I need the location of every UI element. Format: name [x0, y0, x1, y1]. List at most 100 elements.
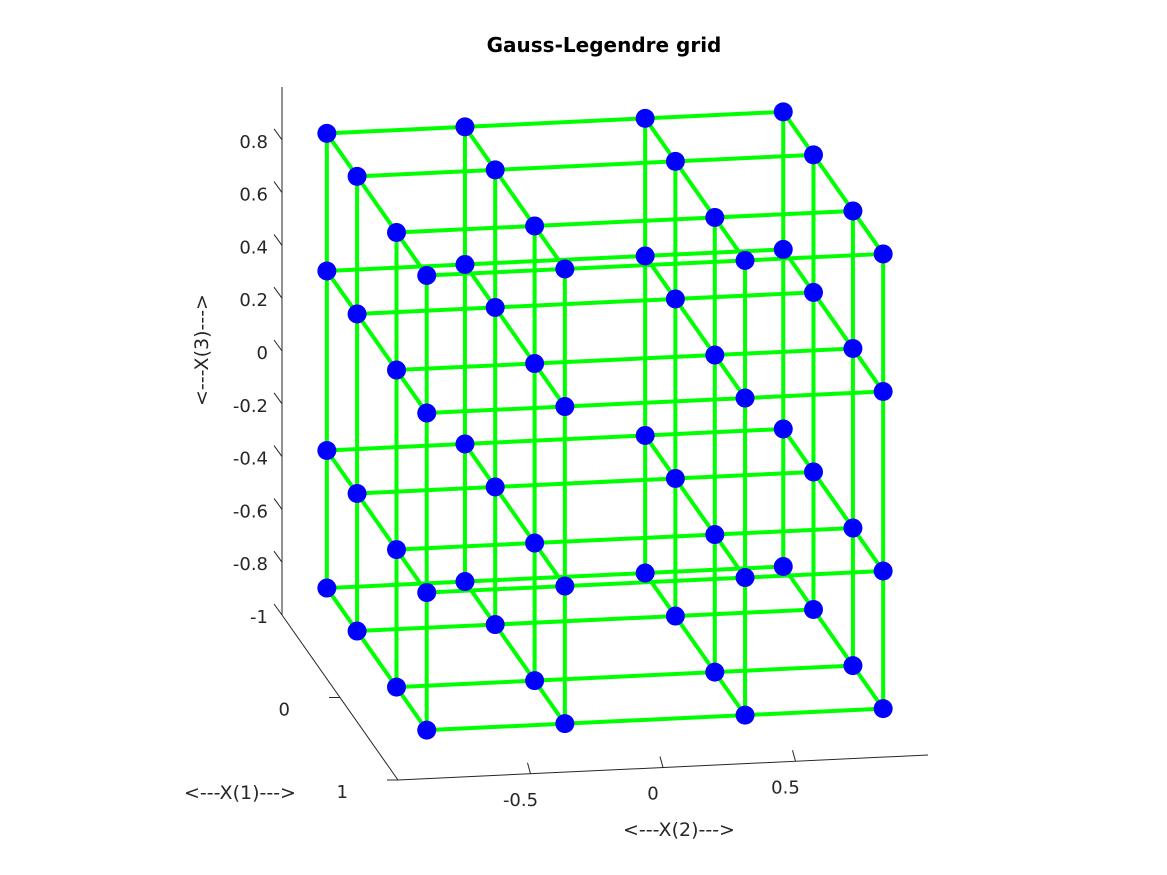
grid-line-x2	[355, 469, 816, 496]
z-tick-label: -1	[250, 607, 268, 628]
grid-node	[635, 246, 655, 266]
grid-node	[705, 207, 725, 227]
grid-node	[843, 201, 863, 221]
grid-node	[735, 250, 755, 270]
grid-node	[665, 151, 685, 171]
z-tick-mark	[273, 550, 283, 563]
y-tick-label: -0.5	[503, 790, 538, 811]
grid-line-x1	[781, 247, 886, 394]
x-axis-tick-labels: 01	[279, 700, 348, 804]
grid-node	[455, 434, 475, 454]
grid-node	[705, 525, 725, 545]
grid-line-x2	[394, 663, 855, 690]
grid-line-x1	[324, 131, 429, 278]
grid-line-x1	[324, 268, 429, 416]
z-tick-label: 0.8	[239, 132, 268, 153]
grid-line-x2	[394, 208, 855, 235]
z-tick-mark	[273, 128, 283, 141]
grid-line-x1	[781, 426, 886, 574]
grid-line-x2	[394, 526, 855, 552]
y-axis-ticks	[527, 750, 796, 774]
grid-node	[525, 533, 545, 553]
z-tick-label: 0	[257, 343, 268, 364]
z-axis-ticks	[273, 128, 283, 616]
grid-node	[735, 568, 755, 588]
grid-node	[455, 572, 475, 592]
grid-line-x1	[324, 448, 429, 595]
grid-node	[773, 102, 793, 122]
grid-node	[843, 656, 863, 676]
z-tick-label: -0.4	[233, 449, 268, 470]
y-tick-label: 0	[647, 784, 658, 805]
grid-line-x2	[394, 346, 855, 373]
grid-node	[705, 662, 725, 682]
grid-line-x1	[462, 124, 567, 271]
grid-node	[525, 216, 545, 236]
grid-node	[665, 468, 685, 488]
y-axis-label: <---X(2)--->	[623, 819, 735, 841]
grid-line-x2	[324, 426, 786, 453]
grid-node	[347, 166, 367, 186]
grid-node	[317, 123, 337, 143]
grid-node	[843, 339, 863, 359]
y-tick-mark	[527, 762, 531, 774]
x-tick-label: 1	[337, 782, 348, 803]
grid-line-x2	[424, 389, 886, 416]
grid-line-x2	[355, 290, 816, 316]
grid-node	[635, 425, 655, 445]
z-tick-label: 0.4	[239, 237, 268, 258]
x-axis-ticks	[329, 697, 398, 781]
z-tick-label: -0.8	[233, 554, 268, 575]
grid-node	[485, 297, 505, 317]
x-axis-label: <---X(1)--->	[184, 782, 296, 804]
grid-node	[555, 259, 575, 279]
z-tick-mark	[273, 181, 283, 193]
grid-line-x1	[643, 433, 748, 580]
grid-node	[387, 222, 407, 242]
grid-line-x1	[643, 116, 748, 263]
grid-node	[525, 354, 545, 374]
grid-node	[455, 254, 475, 274]
z-tick-mark	[273, 339, 283, 352]
z-tick-mark	[273, 445, 283, 457]
grid-node	[803, 462, 823, 482]
grid-line-x1	[324, 586, 429, 733]
grid-node	[525, 671, 545, 691]
grid-node	[455, 117, 475, 137]
grid-node	[417, 265, 437, 285]
grid-line-x2	[355, 607, 816, 634]
grid-line-x1	[643, 571, 748, 718]
grid-node	[317, 578, 337, 598]
y-tick-label: 0.5	[771, 777, 800, 798]
grid-line-x2	[355, 152, 816, 179]
grid-node	[873, 561, 893, 581]
grid-node	[555, 397, 575, 417]
y-tick-mark	[659, 756, 664, 768]
z-tick-mark	[273, 286, 283, 299]
z-tick-label: 0.2	[239, 290, 268, 311]
grid-node	[873, 699, 893, 719]
z-tick-mark	[273, 234, 283, 246]
grid-line-x2	[324, 564, 786, 591]
grid-node	[347, 621, 367, 641]
grid-node	[555, 576, 575, 596]
z-tick-label: 0.6	[239, 185, 268, 206]
grid-node	[735, 388, 755, 408]
grid-node	[773, 557, 793, 577]
grid-line-x2	[324, 109, 786, 136]
grid-node	[705, 345, 725, 365]
grid-line-x1	[462, 262, 567, 409]
grid-node	[665, 289, 685, 309]
z-axis-label: <---X(3)--->	[191, 294, 213, 406]
y-tick-mark	[792, 750, 796, 762]
chart-title: Gauss-Legendre grid	[487, 33, 722, 57]
grid-line-x2	[424, 706, 886, 733]
grid-node	[417, 583, 437, 603]
grid-node	[417, 720, 437, 740]
z-tick-mark	[273, 498, 283, 510]
grid-node	[873, 244, 893, 264]
grid-node	[485, 160, 505, 180]
x-tick-label: 0	[279, 700, 290, 721]
grid-node	[735, 705, 755, 725]
